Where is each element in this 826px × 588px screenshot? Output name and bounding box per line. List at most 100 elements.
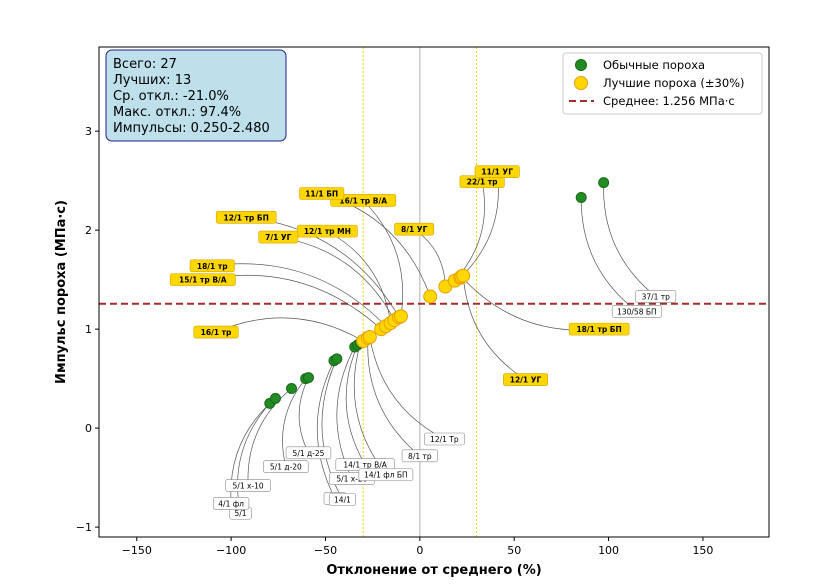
point-label-box <box>394 222 435 236</box>
point-label: 16/1 тр <box>201 328 232 337</box>
best-point <box>393 309 408 324</box>
point-label: 5/1 х-10 <box>233 482 264 491</box>
stats-box-frame <box>105 49 287 142</box>
y-axis-label: Импульс пороха (МПа·с) <box>54 200 69 384</box>
point-label: 16/1 тр В/А <box>339 196 387 205</box>
point-label: 5/1 <box>235 509 247 518</box>
connector-line <box>603 182 656 297</box>
connector-line <box>327 230 391 324</box>
connector-line <box>282 378 306 467</box>
stats-line: Макс. откл.: 97.4% <box>113 105 241 120</box>
point-label-box <box>169 273 236 286</box>
legend: Обычные пороха Лучшие пороха (±30%) Средне… <box>562 52 763 115</box>
axes: −150 −100 −50 0 50 100 150 −1 0 1 2 3 <box>76 46 770 557</box>
regular-point <box>598 177 610 189</box>
regular-point <box>302 372 314 384</box>
point-label: 22/1 тр <box>467 178 498 187</box>
legend-label: Лучшие пороха (±30%) <box>603 76 745 90</box>
connector-line <box>362 200 404 317</box>
y-tick-label: 2 <box>85 224 92 237</box>
point-label-box <box>611 305 662 318</box>
point-label-box <box>215 210 277 224</box>
x-tick-label: −100 <box>216 544 246 557</box>
point-label: 15/1 тр В/А <box>179 276 227 285</box>
y-tick-label: 3 <box>85 125 92 138</box>
point-label-box <box>635 290 677 303</box>
point-label: 4/1 фл <box>218 499 244 508</box>
point-label: 5/1 д-20 <box>270 463 302 472</box>
point-labels: 37/1 тр 130/58 БП 5/14/1 фл 5/1 х-10 5/1 д-2… <box>169 165 677 520</box>
point-label-box <box>423 432 465 446</box>
stats-line: Ср. откл.: -21.0% <box>113 89 229 104</box>
point-label: 12/1 Тр <box>430 435 459 444</box>
point-label: 37/1 тр <box>642 292 671 301</box>
point-label: 18/1 тр <box>197 262 228 271</box>
connector-line <box>580 197 638 312</box>
legend-label: Среднее: 1.256 МПа·с <box>603 94 735 108</box>
point-label: 5/1 х-20 <box>336 475 367 484</box>
connector-line <box>298 377 309 454</box>
point-label: 14/1 фл БП <box>364 471 408 480</box>
point-label: 11/1 УГ <box>481 168 513 177</box>
legend-regular-marker <box>575 59 587 71</box>
point-label: 8/1 тр <box>408 452 432 461</box>
point-label-box <box>299 187 345 200</box>
best-point <box>423 289 438 304</box>
point-label: 5/1 д-25 <box>293 449 325 458</box>
point-label-box <box>258 230 299 244</box>
x-tick-label: 50 <box>507 544 521 557</box>
x-tick-label: 100 <box>598 544 619 557</box>
regular-point <box>286 383 298 395</box>
legend-frame <box>562 52 763 115</box>
point-label-box <box>568 322 630 336</box>
point-label-box <box>358 468 414 481</box>
stats-line: Лучших: 13 <box>113 73 191 88</box>
point-label: 11/1 БП <box>305 190 338 199</box>
point-label-box <box>297 224 358 238</box>
y-tick-label: −1 <box>76 521 92 534</box>
x-tick-label: −150 <box>122 544 152 557</box>
point-label: 7/1 УГ <box>265 233 292 242</box>
x-axis-label: Отклонение от среднего (%) <box>326 563 541 578</box>
point-label: 8/1 УГ <box>401 225 428 234</box>
connector-line <box>316 360 336 499</box>
point-label: 12/1 УГ <box>510 376 542 385</box>
connector-line <box>369 336 445 440</box>
legend-label: Обычные пороха <box>603 58 705 72</box>
point-label-box <box>225 479 271 492</box>
x-tick-label: 150 <box>692 544 713 557</box>
x-tick-label: −50 <box>314 544 337 557</box>
plot-frame <box>98 46 770 538</box>
point-label-box <box>401 449 438 463</box>
legend-best-marker <box>574 76 588 90</box>
connector-line <box>215 317 364 342</box>
point-label: 130/58 БП <box>617 307 657 316</box>
y-tick-label: 0 <box>85 422 92 435</box>
x-tick-label: 0 <box>416 544 423 557</box>
stats-line: Импульсы: 0.250-2.480 <box>113 121 270 136</box>
best-point <box>456 268 471 283</box>
regular-point <box>269 392 281 404</box>
stats-line: Всего: 27 <box>113 57 177 72</box>
regular-point <box>575 191 587 203</box>
y-tick-label: 1 <box>85 323 92 336</box>
connector-line <box>212 263 387 327</box>
connector-line <box>247 388 292 486</box>
point-label-box <box>503 373 549 386</box>
connector-line <box>367 338 421 457</box>
point-label: 18/1 тр БП <box>576 325 621 334</box>
point-label: 12/1 тр БП <box>224 213 269 222</box>
data-points <box>264 177 610 409</box>
point-label-box <box>193 325 239 339</box>
point-label: 14/1 <box>334 495 351 504</box>
point-label-box <box>330 194 397 207</box>
connector-line <box>345 344 366 465</box>
point-label-box <box>328 493 356 506</box>
point-label-box <box>285 446 332 460</box>
regular-point <box>331 353 343 365</box>
connector-line <box>462 275 526 380</box>
point-label-box <box>263 460 309 474</box>
